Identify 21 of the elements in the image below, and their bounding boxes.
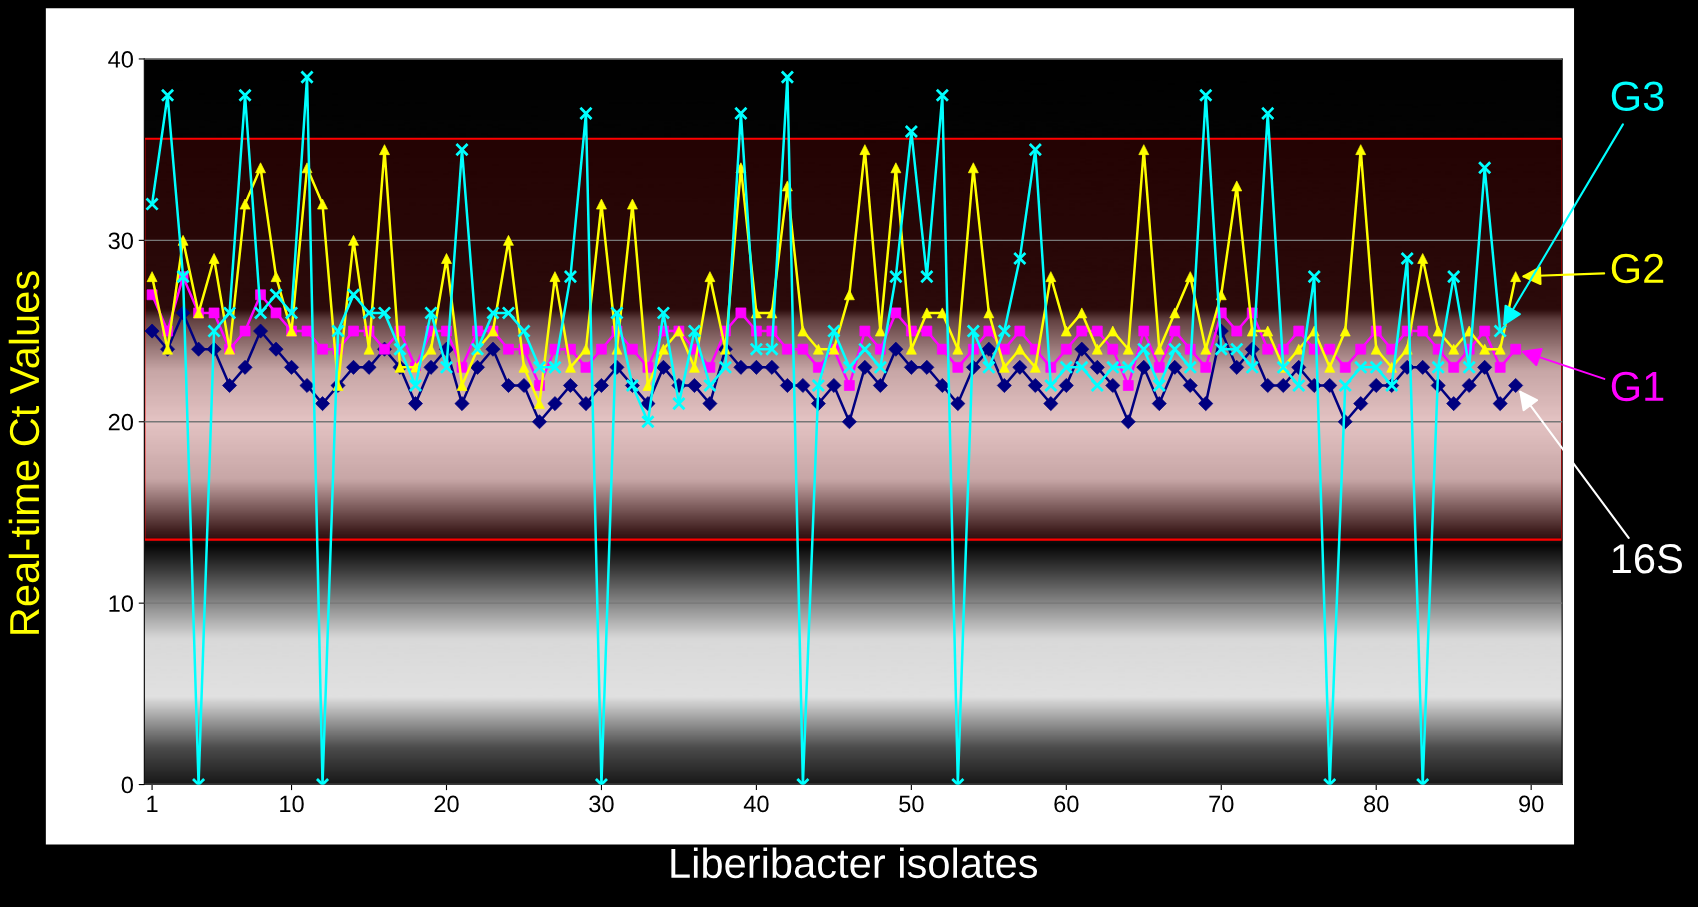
x-tick-label: 90 [1519,795,1544,813]
x-tick-label: 60 [1054,795,1079,813]
y-tick-label: 30 [108,232,133,250]
x-tick-label: 50 [899,795,924,813]
y-tick-label: 40 [108,51,133,68]
x-tick-label: 20 [434,795,459,813]
x-axis-title: Liberibacter isolates [671,847,1038,879]
legend-label: G1 [1611,371,1664,402]
y-axis-title: Real-time Ct Values [8,271,40,634]
y-tick-label: 10 [109,595,133,612]
x-tick-label: 1 [147,795,158,813]
x-tick-label: 40 [743,795,769,813]
x-tick-label: 80 [1364,795,1389,813]
x-tick-label: 70 [1209,795,1234,813]
text: 16S [1612,544,1682,574]
legend-label: G2 [1611,253,1664,284]
y-tick-label: 20 [108,413,133,431]
text: G3 [1611,81,1664,111]
x-tick-label: 10 [280,795,304,813]
y-tick-label: 0 [121,776,133,794]
x-tick-label: 30 [589,795,614,813]
